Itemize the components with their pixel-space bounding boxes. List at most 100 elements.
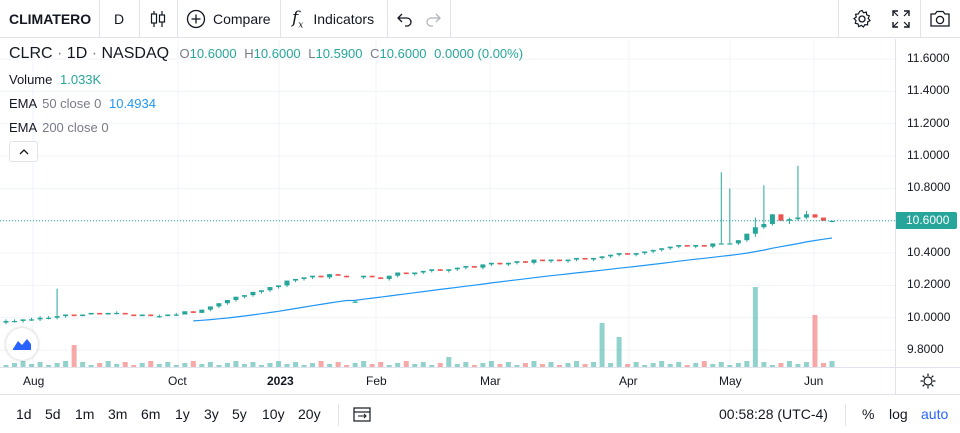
- price-tick-label: 11.6000: [907, 51, 950, 66]
- volume-bar: [574, 361, 580, 367]
- candle-body: [752, 227, 758, 234]
- volume-legend[interactable]: Volume 1.033K: [9, 72, 101, 87]
- candle-body: [514, 261, 520, 263]
- range-1m-button[interactable]: 1m: [75, 406, 95, 422]
- candle-body: [224, 299, 230, 304]
- toolbar-divider: [99, 0, 100, 38]
- chart-style-button[interactable]: [149, 0, 167, 38]
- candle-body: [352, 301, 358, 303]
- undo-icon: [397, 13, 412, 27]
- fullscreen-button[interactable]: [892, 0, 910, 38]
- candle-body: [718, 243, 724, 245]
- volume-bar: [591, 362, 597, 367]
- range-20y-button[interactable]: 20y: [298, 406, 321, 422]
- candle-body: [488, 262, 494, 265]
- toolbar-divider: [139, 0, 140, 38]
- candle-body: [395, 272, 401, 276]
- chart-pane[interactable]: CLRC · 1D · NASDAQ O10.6000 H10.6000 L10…: [0, 39, 895, 367]
- redo-button[interactable]: [424, 0, 442, 38]
- candle-body: [97, 312, 103, 315]
- candle-body: [216, 303, 222, 307]
- candle-body: [139, 314, 145, 317]
- goto-date-button[interactable]: [353, 406, 371, 427]
- tradingview-logo[interactable]: [6, 328, 38, 360]
- volume-bar: [744, 361, 750, 367]
- volume-bar: [258, 365, 264, 367]
- candle-body: [522, 261, 528, 263]
- volume-bar: [676, 362, 682, 367]
- toolbar-divider: [845, 404, 846, 426]
- candle-body: [182, 311, 188, 315]
- clock-display[interactable]: 00:58:28 (UTC-4): [719, 406, 828, 422]
- indicators-button[interactable]: fx Indicators: [292, 0, 374, 38]
- range-1y-button[interactable]: 1y: [175, 406, 190, 422]
- settings-button[interactable]: [852, 0, 872, 38]
- candle-body: [267, 287, 273, 291]
- scale-settings-button[interactable]: [895, 367, 960, 394]
- log-scale-toggle[interactable]: log: [889, 406, 908, 422]
- screenshot-button[interactable]: [929, 0, 951, 38]
- volume-bar: [105, 361, 111, 367]
- collapse-legend-button[interactable]: [9, 141, 38, 162]
- toolbar-divider: [450, 0, 451, 38]
- time-label: 2023: [267, 374, 294, 388]
- time-scale[interactable]: Aug Oct 2023 Feb Mar Apr May Jun: [0, 367, 895, 395]
- volume-bar: [3, 365, 9, 367]
- volume-bar: [633, 362, 639, 367]
- candle-body: [820, 217, 826, 221]
- volume-bar: [361, 361, 367, 367]
- price-tick-label: 11.2000: [907, 115, 950, 130]
- volume-bar: [190, 361, 196, 367]
- ema200-legend[interactable]: EMA 200 close 0: [9, 120, 109, 135]
- percent-scale-toggle[interactable]: %: [862, 406, 875, 422]
- volume-bar: [463, 362, 469, 367]
- volume-bar: [199, 364, 205, 367]
- range-3m-button[interactable]: 3m: [108, 406, 128, 422]
- candle-body: [539, 259, 545, 262]
- candles-icon: [150, 11, 166, 27]
- candle-body: [761, 224, 767, 228]
- candle-body: [769, 214, 775, 225]
- price-tick-label: 10.8000: [907, 180, 951, 195]
- candle-body: [574, 257, 580, 260]
- volume-bar: [608, 363, 614, 367]
- candle-body: [650, 249, 656, 252]
- auto-scale-toggle[interactable]: auto: [921, 406, 949, 422]
- candlestick-chart[interactable]: [0, 39, 895, 367]
- volume-bar: [625, 364, 631, 367]
- undo-button[interactable]: [396, 0, 414, 38]
- open-value: 10.6000: [189, 46, 237, 61]
- range-5y-button[interactable]: 5y: [232, 406, 247, 422]
- volume-bar: [684, 365, 690, 367]
- candle-body: [446, 269, 452, 271]
- volume-bar: [812, 315, 818, 367]
- candle-body: [531, 259, 537, 263]
- range-1d-button[interactable]: 1d: [16, 406, 32, 422]
- indicators-label: Indicators: [313, 11, 375, 27]
- volume-bar: [386, 365, 392, 367]
- ema50-legend[interactable]: EMA 50 close 0 10.4934: [9, 96, 156, 111]
- time-label: May: [719, 374, 742, 388]
- ema200-params: 200 close 0: [42, 120, 109, 135]
- range-5d-button[interactable]: 5d: [45, 406, 61, 422]
- volume-bar: [659, 361, 665, 367]
- range-6m-button[interactable]: 6m: [141, 406, 161, 422]
- volume-bar: [207, 362, 213, 367]
- compare-label: Compare: [213, 11, 271, 27]
- volume-bar: [352, 363, 358, 367]
- compare-button[interactable]: Compare: [186, 0, 271, 38]
- candle-body: [327, 274, 333, 278]
- candle-body: [599, 256, 605, 258]
- interval-button[interactable]: D: [114, 0, 124, 38]
- range-3y-button[interactable]: 3y: [204, 406, 219, 422]
- volume-bar: [599, 323, 605, 367]
- price-scale[interactable]: 11.6000 11.4000 11.2000 11.0000 10.8000 10.60…: [895, 39, 960, 367]
- symbol-search-button[interactable]: CLIMATERO: [9, 0, 91, 38]
- range-10y-button[interactable]: 10y: [262, 406, 285, 422]
- volume-bar: [71, 345, 77, 367]
- volume-bar: [344, 365, 350, 367]
- price-tick-label: 9.8000: [907, 342, 944, 357]
- candle-body: [156, 316, 162, 318]
- time-label: Feb: [366, 374, 387, 388]
- volume-bar: [97, 363, 103, 367]
